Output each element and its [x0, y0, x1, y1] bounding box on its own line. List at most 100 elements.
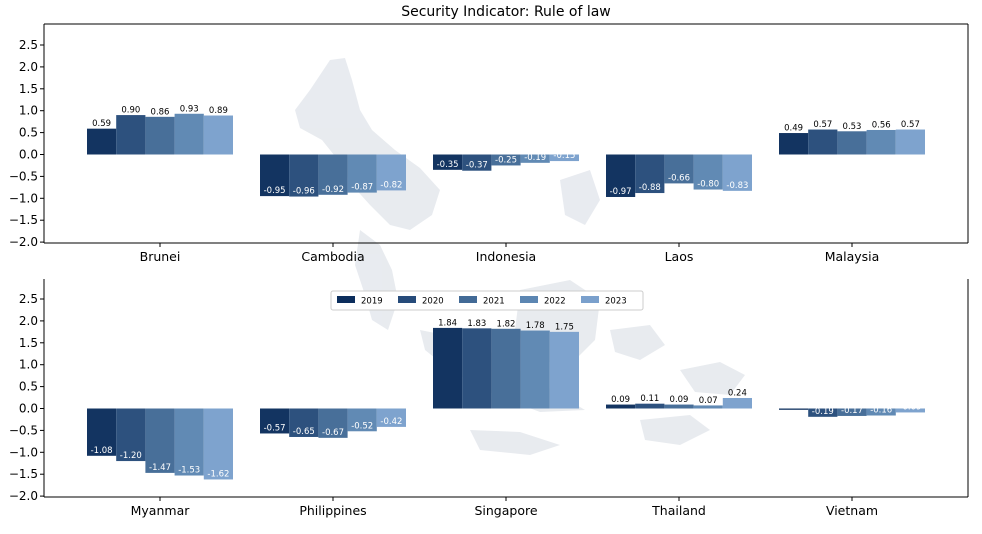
bar-vietnam-2021 — [837, 408, 867, 416]
bar-myanmar-2019 — [87, 408, 117, 456]
data-label: 0.56 — [872, 120, 891, 130]
data-label: -0.88 — [639, 183, 661, 193]
data-label: -0.52 — [351, 421, 373, 431]
bar-myanmar-2021 — [145, 408, 175, 473]
bar-thailand-2019 — [606, 404, 636, 409]
y-tick-label: 1.5 — [19, 336, 38, 350]
bar-laos-2023 — [722, 154, 752, 191]
legend-swatch-2022 — [520, 296, 538, 303]
bar-malaysia-2020 — [808, 129, 838, 155]
bar-thailand-2021 — [664, 404, 694, 409]
y-tick-label: −1.5 — [9, 213, 38, 227]
data-label: -0.57 — [264, 423, 286, 433]
x-tick-label-vietnam: Vietnam — [826, 503, 878, 518]
data-label: -0.83 — [726, 181, 748, 191]
data-label: -0.87 — [351, 183, 373, 193]
legend: 2019 2020 2021 2022 2023 — [330, 290, 644, 311]
data-label: 0.11 — [640, 394, 659, 404]
data-label: 0.24 — [728, 388, 747, 398]
data-label: 0.89 — [209, 106, 228, 116]
data-label: -0.37 — [466, 161, 488, 171]
data-label: -0.19 — [524, 153, 546, 163]
x-tick-label-myanmar: Myanmar — [131, 503, 191, 518]
y-tick-label: 2.5 — [19, 292, 38, 306]
bar-singapore-2019 — [433, 327, 463, 409]
x-tick-label-brunei: Brunei — [140, 249, 181, 264]
bar-vietnam-2020 — [808, 408, 838, 417]
data-label: 1.84 — [438, 318, 457, 328]
bar-vietnam-2023 — [895, 408, 925, 413]
data-label: 0.90 — [121, 106, 140, 116]
bar-malaysia-2023 — [895, 129, 925, 155]
bar-philippines-2022 — [347, 408, 377, 432]
bar-brunei-2021 — [145, 116, 175, 155]
y-tick-label: 2.0 — [19, 60, 38, 74]
bar-singapore-2020 — [462, 328, 492, 409]
y-tick-label: −1.5 — [9, 467, 38, 481]
bar-myanmar-2023 — [203, 408, 233, 480]
y-tick-label: −0.5 — [9, 169, 38, 183]
bar-cambodia-2021 — [318, 154, 348, 195]
bar-indonesia-2021 — [491, 154, 521, 166]
bar-cambodia-2020 — [289, 154, 319, 197]
data-label: -0.65 — [293, 427, 315, 437]
y-tick-label: 1.0 — [19, 104, 38, 118]
bar-thailand-2020 — [635, 403, 665, 409]
bar-thailand-2022 — [693, 405, 723, 409]
data-label: 1.83 — [467, 319, 486, 329]
legend-label-2020: 2020 — [422, 297, 444, 307]
data-label: 1.82 — [497, 319, 516, 329]
bar-laos-2021 — [664, 154, 694, 184]
bar-singapore-2022 — [520, 330, 550, 409]
y-tick-label: 2.0 — [19, 314, 38, 328]
data-label: -1.53 — [178, 466, 200, 476]
bar-indonesia-2022 — [520, 154, 550, 163]
data-label: -0.15 — [553, 151, 575, 161]
y-tick-label: 0.5 — [19, 126, 38, 140]
data-label: -0.97 — [610, 187, 632, 197]
data-label: 0.07 — [699, 396, 718, 406]
data-label: -0.92 — [322, 185, 344, 195]
legend-swatch-2021 — [459, 296, 477, 303]
data-label: -0.66 — [668, 173, 690, 183]
bar-laos-2022 — [693, 154, 723, 190]
data-label: 0.09 — [611, 395, 630, 405]
legend-swatch-2019 — [337, 296, 355, 303]
data-label: 0.86 — [151, 107, 170, 117]
y-tick-label: −1.0 — [9, 445, 38, 459]
bar-cambodia-2022 — [347, 154, 377, 193]
y-tick-label: −2.0 — [9, 489, 38, 503]
legend-box — [330, 290, 644, 311]
y-tick-label: 0.0 — [19, 402, 38, 416]
data-label: -0.42 — [380, 417, 402, 427]
x-tick-label-thailand: Thailand — [651, 503, 706, 518]
bar-vietnam-2022 — [866, 408, 896, 416]
legend-label-2022: 2022 — [544, 297, 566, 307]
bar-brunei-2022 — [174, 113, 204, 155]
bar-brunei-2019 — [87, 128, 117, 155]
bar-malaysia-2021 — [837, 131, 867, 155]
data-label: -0.09 — [899, 402, 921, 412]
data-label: 0.93 — [180, 104, 199, 114]
bar-vietnam-2019 — [779, 408, 809, 410]
y-tick-label: −2.0 — [9, 235, 38, 249]
bar-myanmar-2022 — [174, 408, 204, 476]
bar-myanmar-2020 — [116, 408, 146, 462]
bar-indonesia-2023 — [549, 154, 579, 162]
panel-top: 2.5 2.0 1.5 1.0 0.5 0.0 −0.5 −1.0 −1.5 −2.0 0.59 0.… — [9, 23, 969, 264]
bar-malaysia-2019 — [779, 133, 809, 155]
legend-label-2021: 2021 — [483, 297, 505, 307]
data-label: -1.47 — [149, 463, 171, 473]
data-label: 0.53 — [843, 122, 862, 132]
legend-swatch-2020 — [398, 296, 416, 303]
data-label: -1.62 — [207, 469, 229, 479]
data-label: -0.82 — [380, 180, 402, 190]
data-label: -1.08 — [91, 446, 113, 456]
chart-title: Security Indicator: Rule of law — [401, 4, 611, 20]
y-tick-label: 1.0 — [19, 358, 38, 372]
y-tick-label: −0.5 — [9, 423, 38, 437]
data-label: 1.75 — [555, 322, 574, 332]
data-label: 0.49 — [784, 124, 803, 134]
data-label: -0.95 — [264, 186, 286, 196]
